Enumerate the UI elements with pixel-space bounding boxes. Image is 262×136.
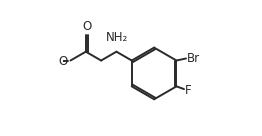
Text: O: O xyxy=(59,55,68,68)
Text: NH₂: NH₂ xyxy=(106,31,128,44)
Text: O: O xyxy=(82,20,91,33)
Text: Br: Br xyxy=(187,52,200,65)
Text: F: F xyxy=(185,84,191,97)
